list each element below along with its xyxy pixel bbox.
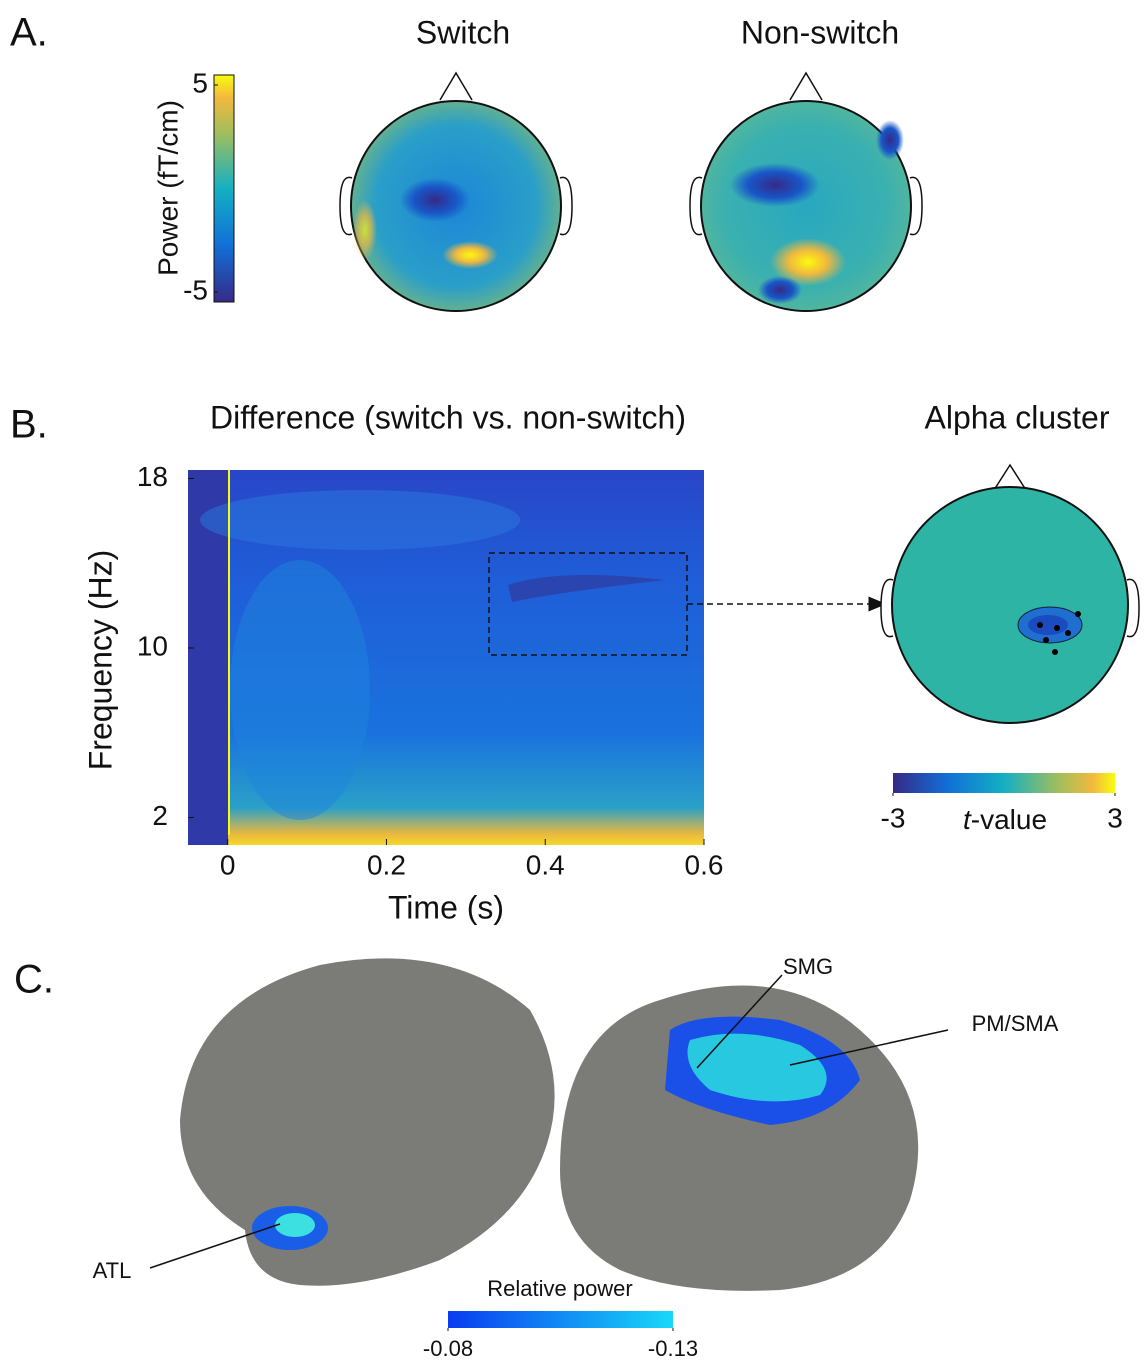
colorbar-scale <box>448 1311 673 1328</box>
panel-label: A. <box>10 11 48 55</box>
colorbar-label: Power (fT/cm) <box>152 100 183 276</box>
colorbar-label: t-value <box>963 804 1047 835</box>
colorbar-label: Relative power <box>487 1276 633 1301</box>
brain <box>560 985 919 1291</box>
chart-title: Difference (switch vs. non-switch) <box>210 399 686 435</box>
colorbar-tick-label: -5 <box>183 274 208 305</box>
panel-label: C. <box>14 958 54 1002</box>
x-tick-label: 0.6 <box>685 849 724 880</box>
topo-title: Switch <box>416 14 510 50</box>
axes: 0 0.2 0.4 0.6 2 10 18 <box>137 461 724 881</box>
heatmap <box>188 470 887 845</box>
colorbar-label-rest: -value <box>971 804 1047 835</box>
colorbar: -0.08 -0.13 <box>423 1311 698 1361</box>
topo-title: Alpha cluster <box>925 399 1110 435</box>
colorbar-tick-label: 3 <box>1107 802 1123 833</box>
region-label: SMG <box>783 954 833 979</box>
y-tick-label: 2 <box>152 800 168 831</box>
topoplot <box>339 71 573 312</box>
y-axis-label: Frequency (Hz) <box>82 550 118 771</box>
brain <box>180 958 555 1286</box>
x-tick-label: 0.4 <box>526 849 565 880</box>
x-tick-label: 0.2 <box>367 849 406 880</box>
x-tick-label: 0 <box>220 849 236 880</box>
x-axis-label: Time (s) <box>388 889 504 925</box>
colorbar: -3 3 <box>881 773 1123 833</box>
region-label: ATL <box>93 1258 132 1283</box>
colorbar-tick-label: -0.08 <box>423 1336 473 1361</box>
colorbar: 5 -5 <box>183 67 235 305</box>
colorbar-tick-label: 5 <box>192 67 208 98</box>
topoplot <box>689 71 923 312</box>
colorbar-tick-label: -0.13 <box>648 1336 698 1361</box>
colorbar-scale <box>893 773 1115 793</box>
colorbar-scale <box>213 74 235 303</box>
y-tick-label: 18 <box>137 461 168 492</box>
topo-title: Non-switch <box>741 14 899 50</box>
panel-label: B. <box>10 403 48 447</box>
colorbar-label-italic: t <box>963 804 972 835</box>
colorbar-tick-label: -3 <box>881 802 906 833</box>
y-tick-label: 10 <box>137 630 168 661</box>
topoplot <box>880 463 1140 724</box>
region-label: PM/SMA <box>972 1011 1059 1036</box>
